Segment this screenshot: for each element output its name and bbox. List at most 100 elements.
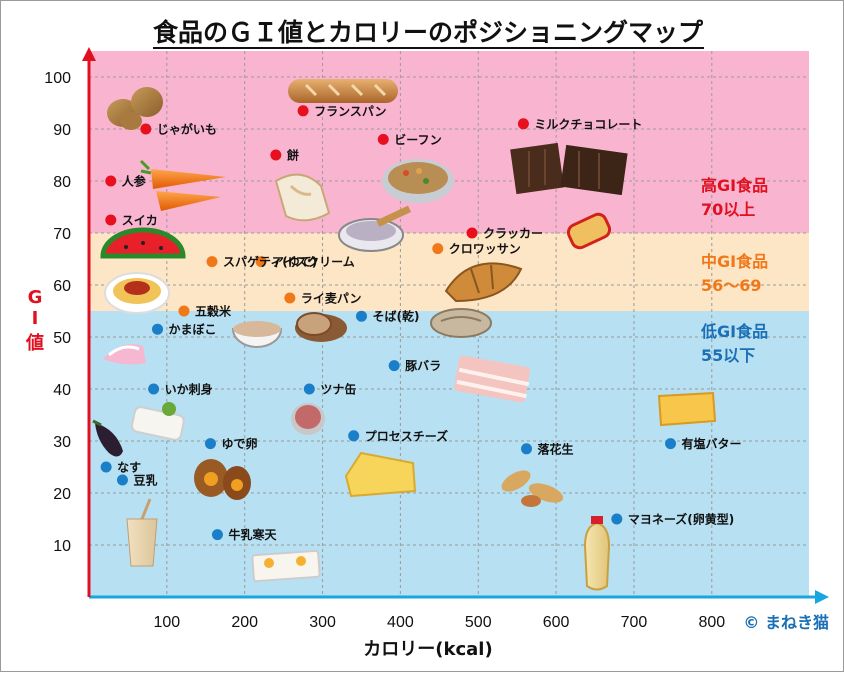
zone-high-range: 70以上: [701, 200, 755, 219]
point-16: いか刺身: [148, 382, 213, 397]
point-17: ツナ缶: [303, 382, 356, 397]
point-13: そば(乾): [355, 309, 419, 324]
point-label-19: ゆで卵: [221, 436, 257, 451]
point-23: 豆乳: [116, 473, 157, 488]
point-label-16: いか刺身: [165, 382, 213, 397]
point-label-3: ビーフン: [394, 132, 442, 147]
point-0: フランスパン: [297, 104, 386, 118]
point-marker-15: [388, 360, 400, 372]
point-marker-3: [377, 133, 389, 145]
point-label-11: ライ麦パン: [301, 291, 362, 306]
y-axis: [82, 47, 96, 597]
watermelon-illustration: [100, 227, 186, 259]
peanut-illustration: [501, 470, 564, 507]
rye-bread-illustration: [295, 312, 347, 342]
point-marker-4: [270, 149, 282, 161]
point-5: 人参: [105, 174, 147, 189]
soba-illustration: [430, 308, 492, 338]
multigrain-rice-illustration: [231, 321, 283, 348]
point-marker-17: [303, 383, 315, 395]
point-label-25: 牛乳寒天: [228, 527, 277, 542]
y-tick-10: 10: [53, 538, 71, 555]
point-3: ビーフン: [377, 132, 442, 147]
point-label-10: スパゲティ(ゆで): [223, 254, 317, 269]
butter-illustration: [657, 391, 717, 427]
point-marker-2: [517, 118, 529, 130]
food-illustrations: [92, 79, 717, 591]
point-marker-9: [255, 256, 267, 268]
point-8: クロワッサン: [432, 242, 521, 256]
zone-high-name: 高GI食品: [701, 176, 768, 195]
point-label-5: 人参: [122, 174, 147, 189]
point-label-20: 有塩バター: [682, 436, 742, 451]
point-marker-0: [297, 105, 309, 117]
y-tick-50: 50: [53, 330, 71, 347]
x-tick-700: 700: [621, 614, 648, 631]
x-tick-500: 500: [465, 614, 492, 631]
point-12: 五穀米: [178, 304, 232, 319]
point-24: マヨネーズ(卵黄型): [611, 512, 734, 527]
x-axis: [89, 590, 829, 604]
point-label-0: フランスパン: [314, 104, 386, 118]
point-25: 牛乳寒天: [211, 527, 277, 542]
point-4: 餅: [270, 148, 299, 163]
squid-illustration: [130, 402, 185, 441]
point-10: スパゲティ(ゆで): [206, 254, 317, 269]
y-tick-40: 40: [53, 382, 71, 399]
zone-low-band: [89, 311, 809, 597]
zone-mid-band: [89, 233, 809, 311]
eggplant-illustration: [92, 419, 123, 457]
point-marker-7: [466, 227, 478, 239]
mayonnaise-illustration: [583, 516, 611, 591]
point-marker-16: [148, 383, 160, 395]
point-15: 豚バラ: [388, 358, 441, 373]
zone-mid-range: 56〜69: [701, 276, 762, 295]
tuna-can-illustration: [291, 403, 325, 435]
ice-cream-illustration: [338, 205, 412, 252]
point-label-4: 餅: [286, 148, 299, 163]
spaghetti-illustration: [104, 272, 170, 314]
x-tick-800: 800: [698, 614, 725, 631]
point-label-1: じゃがいも: [157, 122, 217, 137]
point-marker-10: [206, 256, 218, 268]
potato-illustration: [107, 87, 163, 130]
x-tick-600: 600: [543, 614, 570, 631]
point-marker-20: [665, 438, 677, 450]
zone-low-name: 低GI食品: [700, 322, 768, 341]
point-label-9: アイスクリーム: [272, 255, 355, 269]
point-marker-22: [100, 461, 112, 473]
x-axis-title: カロリー(kcal): [363, 639, 492, 660]
point-11: ライ麦パン: [284, 291, 361, 306]
zone-mid-name: 中GI食品: [701, 252, 768, 271]
point-label-2: ミルクチョコレート: [534, 117, 642, 131]
croissant-illustration: [444, 262, 523, 303]
point-marker-8: [432, 243, 444, 255]
soy-milk-illustration: [126, 498, 158, 567]
x-tick-300: 300: [309, 614, 336, 631]
point-label-14: かまぼこ: [169, 323, 217, 337]
point-marker-5: [105, 175, 117, 187]
point-label-21: 落花生: [538, 441, 574, 456]
point-marker-6: [105, 214, 117, 226]
point-marker-24: [611, 513, 623, 525]
y-tick-20: 20: [53, 486, 71, 503]
y-axis-title-i: I: [32, 308, 39, 329]
point-14: かまぼこ: [152, 323, 217, 337]
point-20: 有塩バター: [665, 436, 742, 451]
point-1: じゃがいも: [140, 122, 217, 137]
point-2: ミルクチョコレート: [517, 117, 642, 131]
y-tick-labels: 10 20 30 40 50 60 70 80 90 100: [44, 70, 71, 555]
x-tick-labels: 100 200 300 400 500 600 700 800: [153, 614, 725, 631]
point-label-15: 豚バラ: [404, 358, 441, 373]
x-tick-400: 400: [387, 614, 414, 631]
milk-agar-illustration: [251, 549, 321, 583]
cracker-illustration: [566, 212, 612, 250]
chart-title: 食品のＧＩ値とカロリーのポジショニングマップ: [153, 18, 704, 47]
point-9: アイスクリーム: [255, 255, 355, 269]
point-marker-13: [355, 310, 367, 322]
point-label-17: ツナ缶: [320, 382, 356, 397]
point-label-24: マヨネーズ(卵黄型): [628, 512, 734, 527]
